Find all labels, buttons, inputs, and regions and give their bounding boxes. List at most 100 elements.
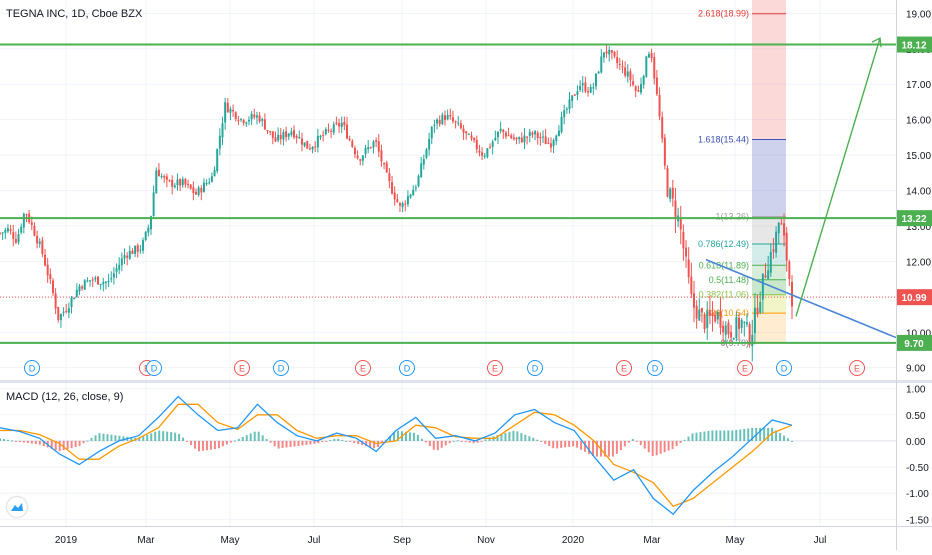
fib-level-label: 1(13.26)	[715, 212, 749, 222]
candle-body	[446, 114, 449, 120]
time-tick-label: Nov	[477, 535, 495, 546]
macd-histogram-bar	[261, 435, 264, 441]
macd-tick-label: -0.50	[906, 463, 929, 474]
macd-histogram-bar	[767, 427, 770, 441]
macd-histogram-bar	[647, 440, 650, 453]
price-tick-label: 13.00	[906, 222, 931, 233]
dividend-marker-icon[interactable]: D	[146, 360, 162, 376]
candle-body	[536, 132, 539, 138]
candle-body	[589, 86, 592, 93]
candle-body	[555, 135, 558, 142]
earnings-marker-icon[interactable]: E	[487, 360, 503, 376]
candle-body	[489, 146, 492, 148]
macd-histogram-bar	[205, 440, 208, 451]
marker-label: E	[742, 364, 748, 374]
earnings-marker-icon[interactable]: E	[737, 360, 753, 376]
candle-body	[126, 255, 129, 258]
candle-body	[232, 109, 235, 112]
macd-histogram-bar	[643, 440, 646, 449]
candle-body	[714, 315, 717, 322]
candle-body	[605, 51, 608, 54]
macd-histogram-bar	[508, 431, 511, 441]
candle-body	[444, 115, 447, 121]
dividend-marker-icon[interactable]: D	[647, 360, 663, 376]
macd-histogram-bar	[237, 438, 240, 441]
candle-body	[285, 131, 288, 138]
candle-body	[75, 289, 78, 297]
macd-histogram-bar	[723, 430, 726, 441]
macd-histogram-bar	[396, 430, 399, 441]
candle-body	[110, 278, 113, 280]
candle-body	[573, 94, 576, 96]
candle-body	[475, 139, 478, 150]
earnings-marker-icon[interactable]: E	[355, 360, 371, 376]
macd-histogram-bar	[106, 434, 109, 441]
candle-body	[539, 136, 542, 139]
dividend-marker-icon[interactable]: D	[273, 360, 289, 376]
dividend-marker-icon[interactable]: D	[527, 360, 543, 376]
macd-histogram-bar	[182, 437, 185, 441]
candle-body	[663, 137, 666, 166]
macd-histogram-bar	[623, 440, 626, 447]
macd-histogram-bar	[703, 431, 706, 441]
candle-body	[195, 191, 198, 195]
macd-histogram-bar	[472, 440, 475, 444]
fib-level-label: 0.618(11.89)	[699, 260, 749, 270]
candle-body	[433, 124, 436, 126]
candle-body	[4, 229, 7, 233]
candle-body	[147, 227, 150, 233]
macd-histogram-bar	[114, 435, 117, 441]
macd-histogram-bar	[317, 440, 320, 444]
candle-body	[70, 297, 73, 308]
macd-histogram-bar	[771, 427, 774, 441]
time-tick-label: 2020	[562, 535, 585, 546]
earnings-marker-icon[interactable]: E	[849, 360, 865, 376]
macd-histogram-bar	[440, 440, 443, 448]
candle-body	[134, 245, 137, 254]
macd-histogram-bar	[213, 440, 216, 450]
dividend-marker-icon[interactable]: D	[24, 360, 40, 376]
dividend-marker-icon[interactable]: D	[399, 360, 415, 376]
earnings-marker-icon[interactable]: E	[616, 360, 632, 376]
candle-body	[764, 275, 767, 278]
macd-histogram-bar	[484, 439, 487, 441]
marker-label: D	[151, 364, 158, 374]
tradingview-logo-icon[interactable]	[7, 497, 27, 517]
level-price-label: 9.70	[904, 339, 924, 350]
candle-body	[743, 321, 746, 323]
macd-histogram-bar	[791, 440, 793, 442]
candle-body	[624, 67, 627, 76]
macd-histogram-bar	[90, 438, 93, 441]
candle-body	[767, 270, 770, 280]
candle-body	[716, 311, 719, 320]
macd-histogram-bar	[556, 440, 559, 449]
candle-body	[91, 279, 94, 281]
candle-body	[338, 122, 341, 127]
candle-body	[83, 280, 86, 290]
candle-body	[557, 130, 560, 137]
candle-body	[375, 140, 378, 142]
candle-body	[579, 86, 582, 91]
macd-histogram-bar	[607, 440, 610, 457]
candle-body	[274, 137, 277, 142]
candle-body	[772, 249, 775, 252]
macd-histogram-bar	[377, 440, 380, 448]
macd-histogram-bar	[783, 435, 786, 441]
earnings-marker-icon[interactable]: E	[234, 360, 250, 376]
candle-body	[282, 132, 285, 140]
macd-histogram-bar	[285, 440, 288, 448]
candle-body	[142, 240, 145, 251]
last-price-tag	[897, 289, 932, 306]
macd-histogram-bar	[444, 440, 447, 446]
dividend-marker-icon[interactable]: D	[776, 360, 792, 376]
marker-label: E	[492, 364, 498, 374]
candle-body	[303, 142, 306, 147]
candle-body	[473, 137, 476, 141]
candle-body	[17, 234, 20, 243]
candle-body	[626, 71, 629, 77]
macd-histogram-bar	[763, 427, 766, 441]
candle-body	[759, 301, 762, 313]
candle-body	[692, 293, 695, 308]
